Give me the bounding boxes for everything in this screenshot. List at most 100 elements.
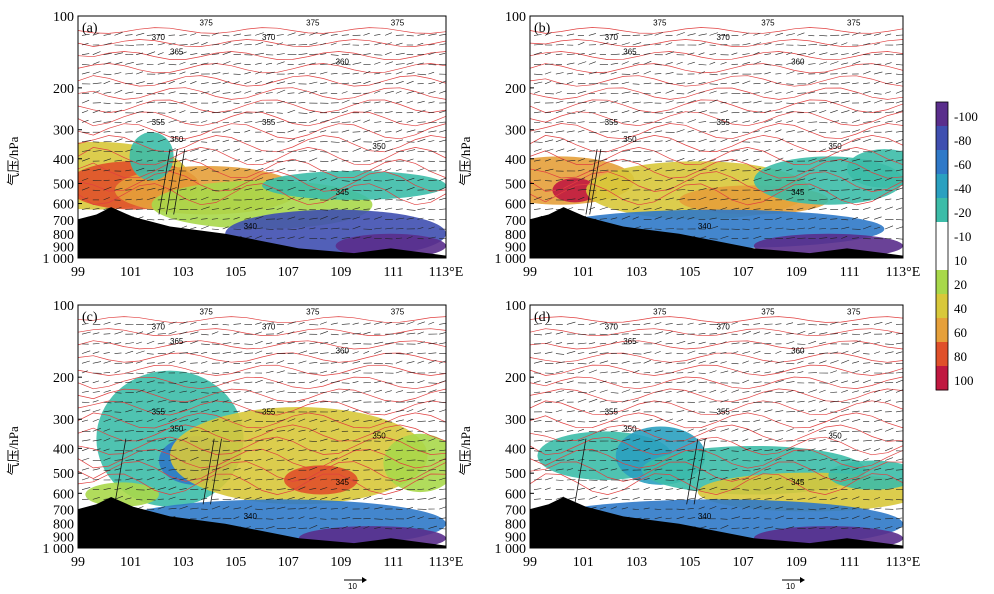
wind-vector xyxy=(786,526,795,529)
wind-vector xyxy=(276,61,285,65)
wind-vector xyxy=(406,158,414,162)
wind-vector xyxy=(830,469,838,471)
wind-vector xyxy=(577,90,587,94)
wind-vector xyxy=(330,333,339,336)
wind-vector xyxy=(136,438,143,442)
wind-vector xyxy=(753,516,760,520)
wind-vector xyxy=(265,208,275,210)
wind-vector xyxy=(406,371,416,374)
wind-vector xyxy=(599,169,609,172)
wind-vector xyxy=(330,178,338,181)
isentrope-label: 350 xyxy=(170,135,184,144)
wind-vector xyxy=(341,34,349,36)
wind-vector xyxy=(895,187,903,191)
wind-vector xyxy=(157,342,165,345)
wind-vector xyxy=(92,409,101,413)
wind-vector xyxy=(330,141,340,143)
wind-vector xyxy=(742,197,750,201)
wind-vector xyxy=(265,370,274,374)
wind-vector xyxy=(265,187,273,191)
colorbar-tick-label: -100 xyxy=(954,109,978,124)
wind-vector xyxy=(533,167,542,172)
wind-vector xyxy=(298,150,307,152)
wind-vector xyxy=(265,322,274,325)
wind-vector xyxy=(114,459,123,461)
wind-vector xyxy=(764,64,772,66)
wind-vector xyxy=(874,497,881,500)
wind-vector xyxy=(276,101,285,104)
wind-vector xyxy=(544,93,554,95)
wind-vector xyxy=(385,449,391,452)
wind-vector xyxy=(808,340,817,345)
wind-vector xyxy=(125,44,134,46)
isentrope-line xyxy=(530,352,903,363)
wind-vector xyxy=(621,410,629,413)
wind-vector xyxy=(352,179,361,181)
wind-vector xyxy=(374,130,381,133)
wind-vector xyxy=(544,341,552,345)
wind-vector xyxy=(544,168,554,172)
wind-vector xyxy=(863,488,870,490)
wind-vector xyxy=(566,479,576,481)
wind-vector xyxy=(276,207,284,210)
wind-vector xyxy=(417,100,425,104)
wind-vector xyxy=(201,468,209,471)
isentrope-line xyxy=(530,63,903,74)
wind-vector xyxy=(709,476,718,481)
wind-vector xyxy=(287,32,296,36)
wind-vector xyxy=(103,401,112,404)
wind-vector xyxy=(731,458,739,461)
wind-vector xyxy=(385,498,393,500)
wind-vector xyxy=(874,351,880,354)
wind-vector xyxy=(255,379,263,384)
y-tick-label: 800 xyxy=(505,228,526,243)
wind-vector xyxy=(352,409,359,413)
wind-vector xyxy=(179,71,186,75)
wind-vector xyxy=(201,35,210,37)
wind-vector xyxy=(786,33,795,36)
wind-vector xyxy=(168,449,177,452)
wind-vector xyxy=(103,352,110,354)
wind-vector xyxy=(731,207,740,210)
wind-vector xyxy=(309,170,317,172)
wind-vector xyxy=(320,151,328,153)
wind-vector xyxy=(125,72,133,75)
wind-vector xyxy=(698,506,705,510)
wind-vector xyxy=(146,34,154,36)
wind-vector xyxy=(533,498,541,500)
wind-vector xyxy=(742,429,749,432)
wind-vector xyxy=(179,372,187,374)
wind-vector xyxy=(320,487,328,490)
wind-vector xyxy=(201,420,208,422)
isentrope-line xyxy=(530,171,903,192)
wind-vector xyxy=(233,399,242,403)
wind-vector xyxy=(385,342,394,345)
wind-vector xyxy=(233,102,240,104)
wind-vector xyxy=(665,139,672,143)
wind-vector xyxy=(287,372,297,374)
wind-vector xyxy=(555,390,565,393)
wind-vector xyxy=(621,42,630,46)
wind-vector xyxy=(395,168,402,172)
isentrope-line xyxy=(530,147,903,166)
wind-vector xyxy=(103,169,111,172)
isentrope-label: 370 xyxy=(262,322,276,331)
wind-vector xyxy=(555,44,564,46)
wind-vector xyxy=(319,321,327,325)
wind-vector xyxy=(439,498,446,500)
wind-vector xyxy=(265,457,274,461)
wind-vector xyxy=(676,149,685,152)
wind-vector xyxy=(276,121,285,123)
wind-vector xyxy=(385,90,394,94)
wind-vector xyxy=(676,169,685,172)
x-tick-label: 103 xyxy=(626,265,647,280)
wind-vector xyxy=(566,130,575,133)
wind-vector xyxy=(190,71,199,75)
wind-vector xyxy=(233,217,240,220)
wind-vector xyxy=(125,362,134,364)
isentrope-label: 375 xyxy=(761,308,775,317)
wind-vector xyxy=(676,458,684,461)
wind-vector xyxy=(577,188,587,191)
wind-vector xyxy=(125,169,132,172)
wind-vector xyxy=(885,332,893,335)
